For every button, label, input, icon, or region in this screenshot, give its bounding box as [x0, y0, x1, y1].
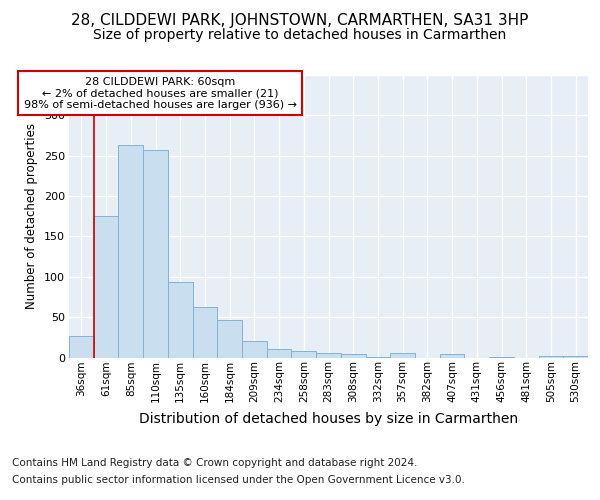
Bar [168, 282, 193, 358]
Y-axis label: Number of detached properties: Number of detached properties [25, 123, 38, 309]
Bar [539, 356, 563, 358]
Bar [118, 145, 143, 358]
Text: 28, CILDDEWI PARK, JOHNSTOWN, CARMARTHEN, SA31 3HP: 28, CILDDEWI PARK, JOHNSTOWN, CARMARTHEN… [71, 12, 529, 28]
Bar [341, 354, 365, 358]
Bar [316, 354, 341, 358]
Bar [563, 356, 588, 358]
Bar [193, 308, 217, 358]
Bar [217, 320, 242, 358]
Bar [143, 150, 168, 358]
Text: 28 CILDDEWI PARK: 60sqm
← 2% of detached houses are smaller (21)
98% of semi-det: 28 CILDDEWI PARK: 60sqm ← 2% of detached… [24, 76, 297, 110]
Text: Contains public sector information licensed under the Open Government Licence v3: Contains public sector information licen… [12, 475, 465, 485]
Text: Distribution of detached houses by size in Carmarthen: Distribution of detached houses by size … [139, 412, 518, 426]
Bar [267, 348, 292, 358]
Bar [440, 354, 464, 358]
Bar [94, 216, 118, 358]
Text: Size of property relative to detached houses in Carmarthen: Size of property relative to detached ho… [94, 28, 506, 42]
Bar [489, 356, 514, 358]
Bar [292, 351, 316, 358]
Bar [390, 354, 415, 358]
Bar [69, 336, 94, 357]
Bar [365, 356, 390, 358]
Bar [242, 342, 267, 357]
Text: Contains HM Land Registry data © Crown copyright and database right 2024.: Contains HM Land Registry data © Crown c… [12, 458, 418, 468]
